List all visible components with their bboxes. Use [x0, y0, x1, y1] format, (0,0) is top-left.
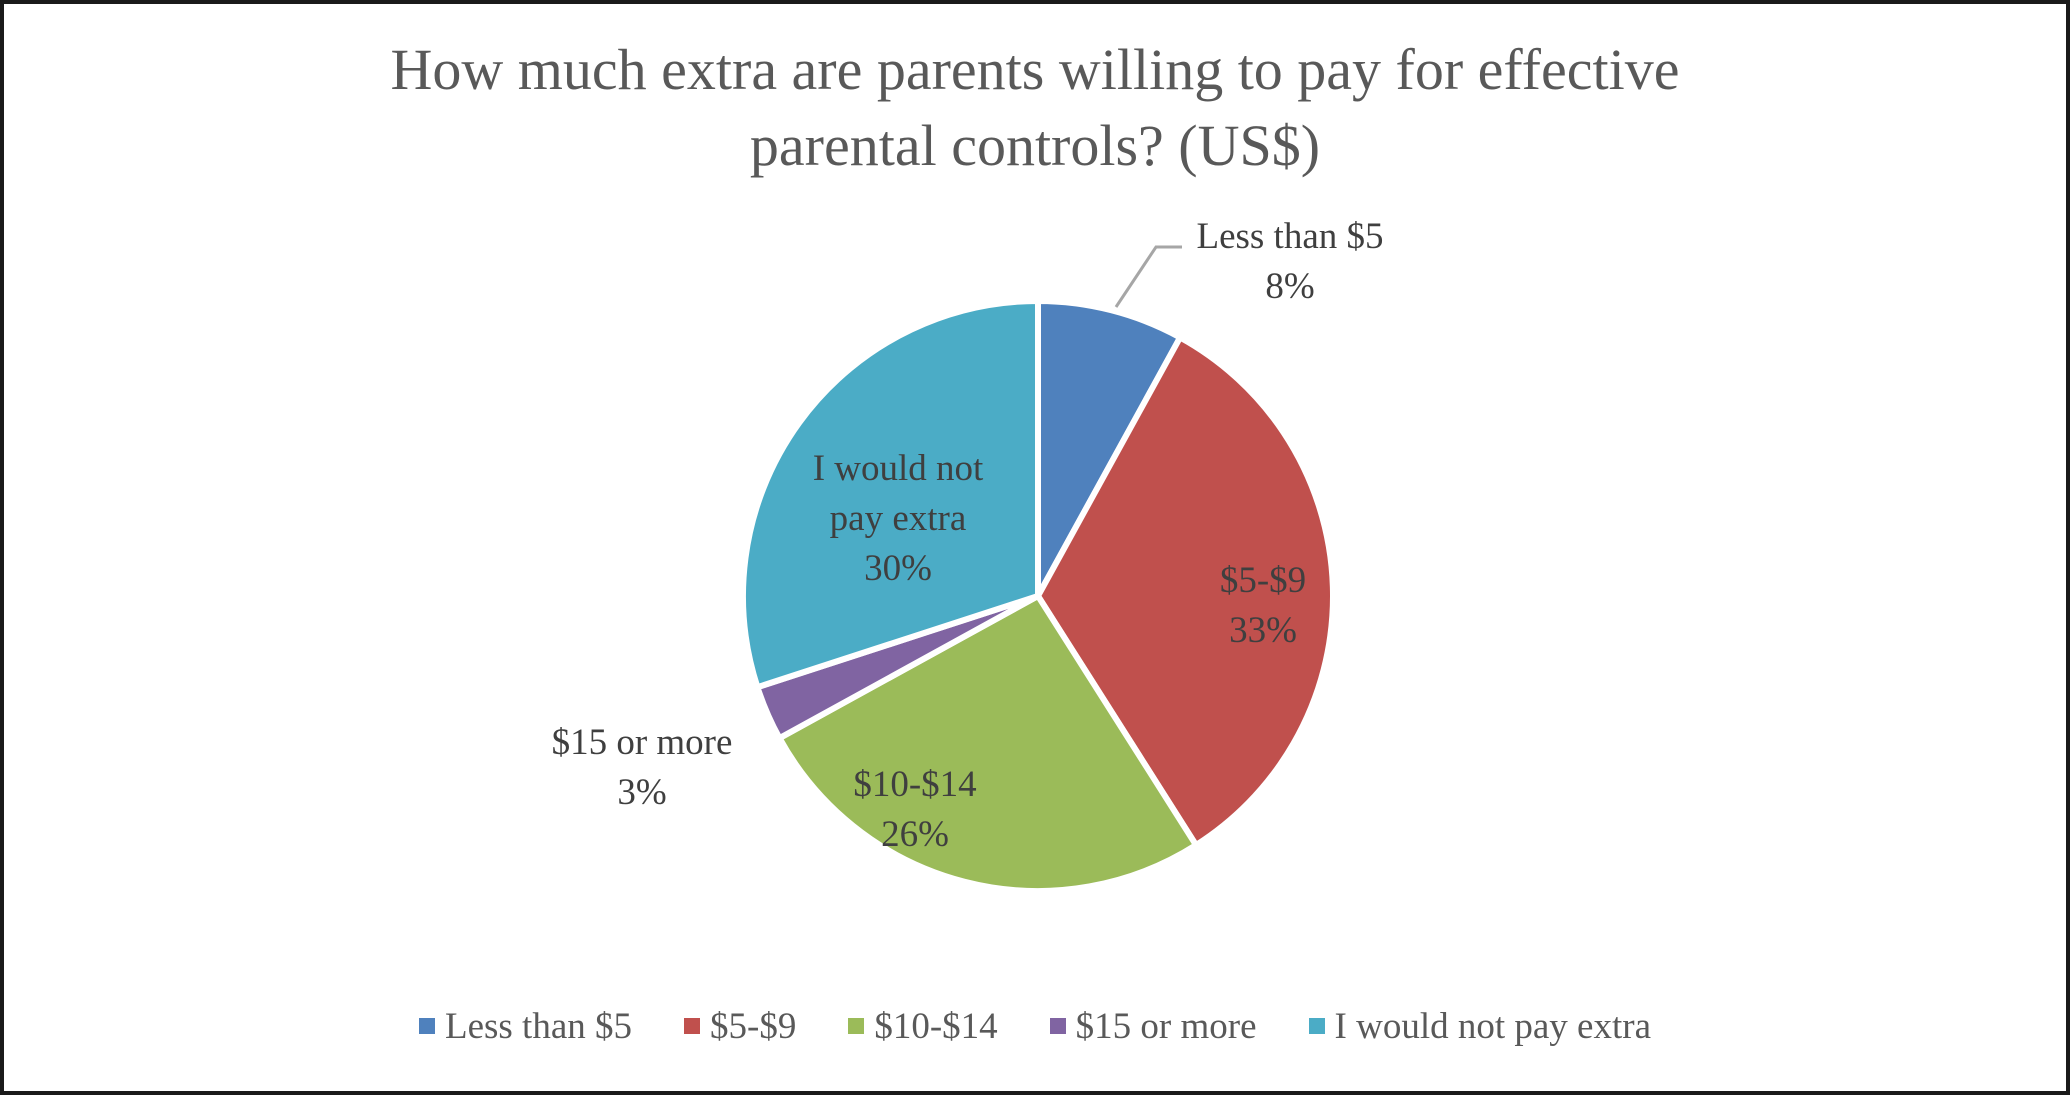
legend-swatch — [418, 1018, 435, 1034]
legend-label: $15 or more — [1075, 1005, 1257, 1047]
legend-swatch — [1049, 1018, 1066, 1034]
pie-slice-5-9 — [1034, 333, 1336, 850]
pie-slice-10-14 — [775, 592, 1201, 894]
pie-slice-less-than-5 — [1035, 297, 1185, 598]
legend-swatch — [684, 1018, 701, 1034]
legend-item-10-14: $10-$14 — [848, 1005, 998, 1048]
legend-item-less-than-5: Less than $5 — [418, 1005, 633, 1048]
pie-slice-i-would-not-pay-extra — [740, 297, 1041, 691]
pie-svg — [740, 245, 1336, 894]
legend-label: I would not pay extra — [1334, 1005, 1652, 1047]
legend-item-5-9: $5-$9 — [684, 1005, 796, 1048]
legend-swatch — [1308, 1018, 1325, 1034]
leader-line — [1114, 245, 1182, 308]
chart-title-line-2: parental controls? (US$) — [749, 113, 1321, 178]
legend-item-i-would-not-pay-extra: I would not pay extra — [1308, 1005, 1652, 1048]
chart-title: How much extra are parents willing to pa… — [4, 32, 2066, 184]
legend-label: $10-$14 — [874, 1005, 998, 1047]
legend-swatch — [848, 1018, 865, 1034]
legend: Less than $5 $5-$9 $10-$14 $15 or more I wou… — [4, 999, 2066, 1053]
legend-item-15-or-more: $15 or more — [1049, 1005, 1257, 1048]
legend-label: $5-$9 — [710, 1005, 797, 1047]
chart-title-line-1: How much extra are parents willing to pa… — [390, 37, 1680, 102]
legend-label: Less than $5 — [444, 1005, 633, 1047]
